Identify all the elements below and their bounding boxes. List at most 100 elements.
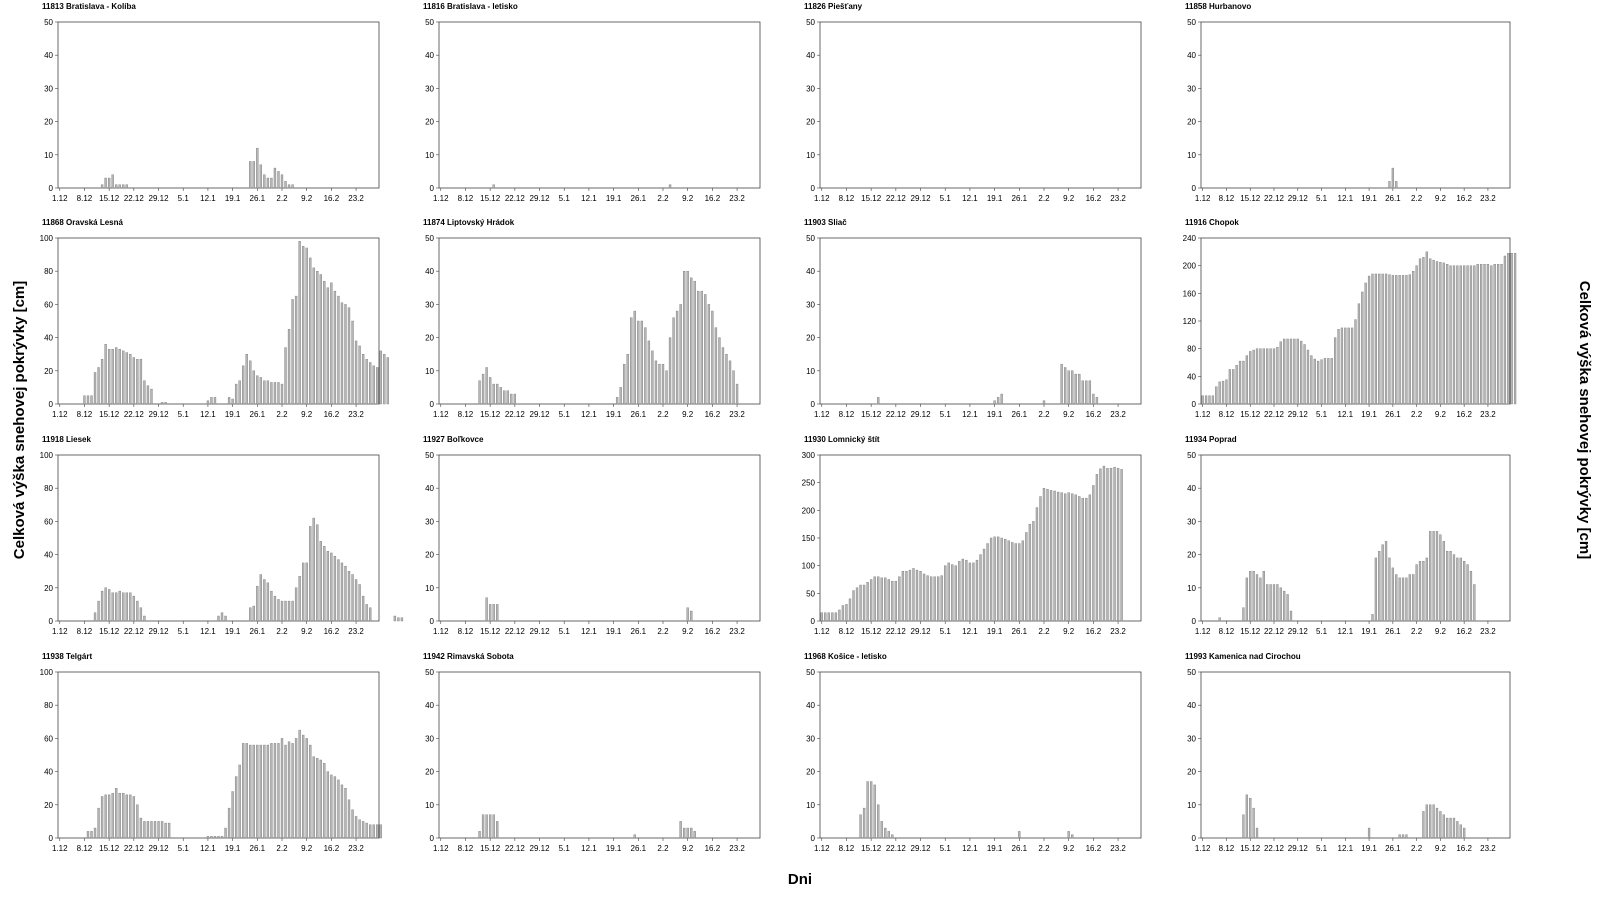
snow-depth-bar <box>485 597 488 622</box>
snow-depth-bar <box>1042 488 1046 622</box>
snow-depth-bar <box>1446 264 1449 405</box>
snow-depth-bar <box>1085 497 1088 622</box>
snow-depth-bar <box>1429 531 1432 622</box>
snow-depth-bar <box>884 577 887 622</box>
snow-depth-bar <box>1238 360 1242 405</box>
snow-depth-bar <box>160 402 164 405</box>
y-tick-label: 20 <box>425 768 434 777</box>
snow-depth-bar <box>1374 557 1378 622</box>
x-tick-label: 15.12 <box>1240 627 1261 636</box>
snow-depth-bar <box>284 181 287 189</box>
snow-depth-bar <box>937 576 940 622</box>
snow-depth-bar <box>1063 493 1067 622</box>
snow-depth-bar <box>887 579 890 622</box>
snow-depth-bar <box>210 397 213 405</box>
snow-depth-bar <box>1063 367 1067 405</box>
x-tick-label: 16.2 <box>324 627 340 636</box>
x-tick-label: 8.12 <box>77 410 93 419</box>
x-tick-label: 19.1 <box>225 844 241 853</box>
y-tick-label: 0 <box>430 400 435 409</box>
x-tick-label: 9.2 <box>682 844 694 853</box>
snow-depth-bar <box>1102 465 1106 622</box>
x-tick-label: 2.2 <box>657 194 669 203</box>
x-tick-label: 8.12 <box>458 410 474 419</box>
snow-depth-bar <box>1347 327 1350 405</box>
x-tick-label: 16.2 <box>1456 844 1472 853</box>
x-tick-label: 16.2 <box>324 410 340 419</box>
snow-depth-bar <box>1435 531 1439 622</box>
x-tick-label: 29.12 <box>149 194 170 203</box>
snow-depth-bar <box>1323 358 1327 405</box>
x-tick-label: 19.1 <box>606 194 622 203</box>
x-tick-label: 2.2 <box>1038 844 1050 853</box>
snow-depth-bar <box>1442 262 1445 405</box>
x-tick-label: 16.2 <box>1086 410 1102 419</box>
y-tick-label: 50 <box>1187 451 1196 460</box>
snow-depth-bar <box>1228 369 1231 405</box>
snow-depth-bar <box>496 383 499 405</box>
x-tick-label: 12.1 <box>1338 844 1354 853</box>
x-tick-label: 1.12 <box>814 194 830 203</box>
x-tick-label: 19.1 <box>225 627 241 636</box>
snow-depth-bar <box>291 743 294 839</box>
snow-depth-bar <box>1235 365 1238 405</box>
snow-depth-bar <box>725 354 728 405</box>
x-tick-label: 19.1 <box>606 627 622 636</box>
x-tick-label: 5.1 <box>178 627 190 636</box>
snow-depth-bar <box>1004 538 1007 622</box>
x-tick-label: 8.12 <box>458 194 474 203</box>
snow-depth-bar <box>122 592 125 622</box>
snow-depth-bar <box>1357 303 1361 405</box>
snow-depth-bar <box>107 794 111 839</box>
snow-depth-bar <box>859 814 862 839</box>
snow-depth-bar <box>1099 468 1102 622</box>
snow-depth-bar <box>107 589 111 622</box>
snow-depth-bar <box>397 617 400 622</box>
snow-depth-bar <box>122 792 125 839</box>
x-tick-label: 2.2 <box>657 627 669 636</box>
x-tick-label: 23.2 <box>348 844 364 853</box>
x-tick-label: 23.2 <box>348 410 364 419</box>
snow-depth-bar <box>231 398 234 405</box>
x-tick-label: 23.2 <box>1110 194 1126 203</box>
x-tick-label: 19.1 <box>606 410 622 419</box>
x-tick-label: 29.12 <box>911 844 932 853</box>
snow-depth-bar <box>1286 594 1289 622</box>
y-tick-label: 0 <box>811 617 816 626</box>
snow-depth-bar <box>1095 474 1099 622</box>
x-tick-label: 8.12 <box>839 410 855 419</box>
snow-depth-bar <box>351 574 354 622</box>
snow-depth-bar <box>143 380 146 405</box>
snow-depth-bar <box>383 354 386 405</box>
snow-depth-bar <box>1408 274 1411 405</box>
snow-depth-bar <box>347 799 351 839</box>
x-tick-label: 19.1 <box>225 194 241 203</box>
snow-depth-bar <box>1449 265 1452 405</box>
snow-depth-bar <box>866 781 869 839</box>
snow-depth-bar <box>1371 614 1374 622</box>
x-tick-label: 8.12 <box>77 844 93 853</box>
snow-depth-bar <box>316 271 319 405</box>
snow-depth-bar <box>1486 264 1490 405</box>
y-tick-label: 10 <box>44 151 53 160</box>
panel-title: 11942 Rimavská Sobota <box>423 652 514 661</box>
snow-depth-bar <box>365 604 368 622</box>
snow-depth-bar <box>633 834 636 839</box>
snow-depth-bar <box>915 569 919 622</box>
x-tick-label: 8.12 <box>1219 194 1235 203</box>
snow-depth-bar <box>831 612 834 622</box>
x-tick-label: 8.12 <box>839 844 855 853</box>
x-tick-label: 16.2 <box>1086 194 1102 203</box>
snow-depth-bar <box>1116 468 1120 622</box>
y-tick-label: 0 <box>430 184 435 193</box>
snow-depth-bar <box>1245 794 1248 839</box>
snow-depth-bar <box>93 372 97 405</box>
x-tick-label: 5.1 <box>940 844 952 853</box>
snow-depth-bar <box>1469 571 1473 622</box>
x-tick-label: 15.12 <box>480 194 501 203</box>
x-tick-label: 5.1 <box>559 844 571 853</box>
snow-depth-bar <box>259 164 262 189</box>
snow-depth-bar <box>894 580 898 622</box>
snow-depth-bar <box>1078 496 1081 622</box>
x-tick-label: 9.2 <box>1063 627 1075 636</box>
